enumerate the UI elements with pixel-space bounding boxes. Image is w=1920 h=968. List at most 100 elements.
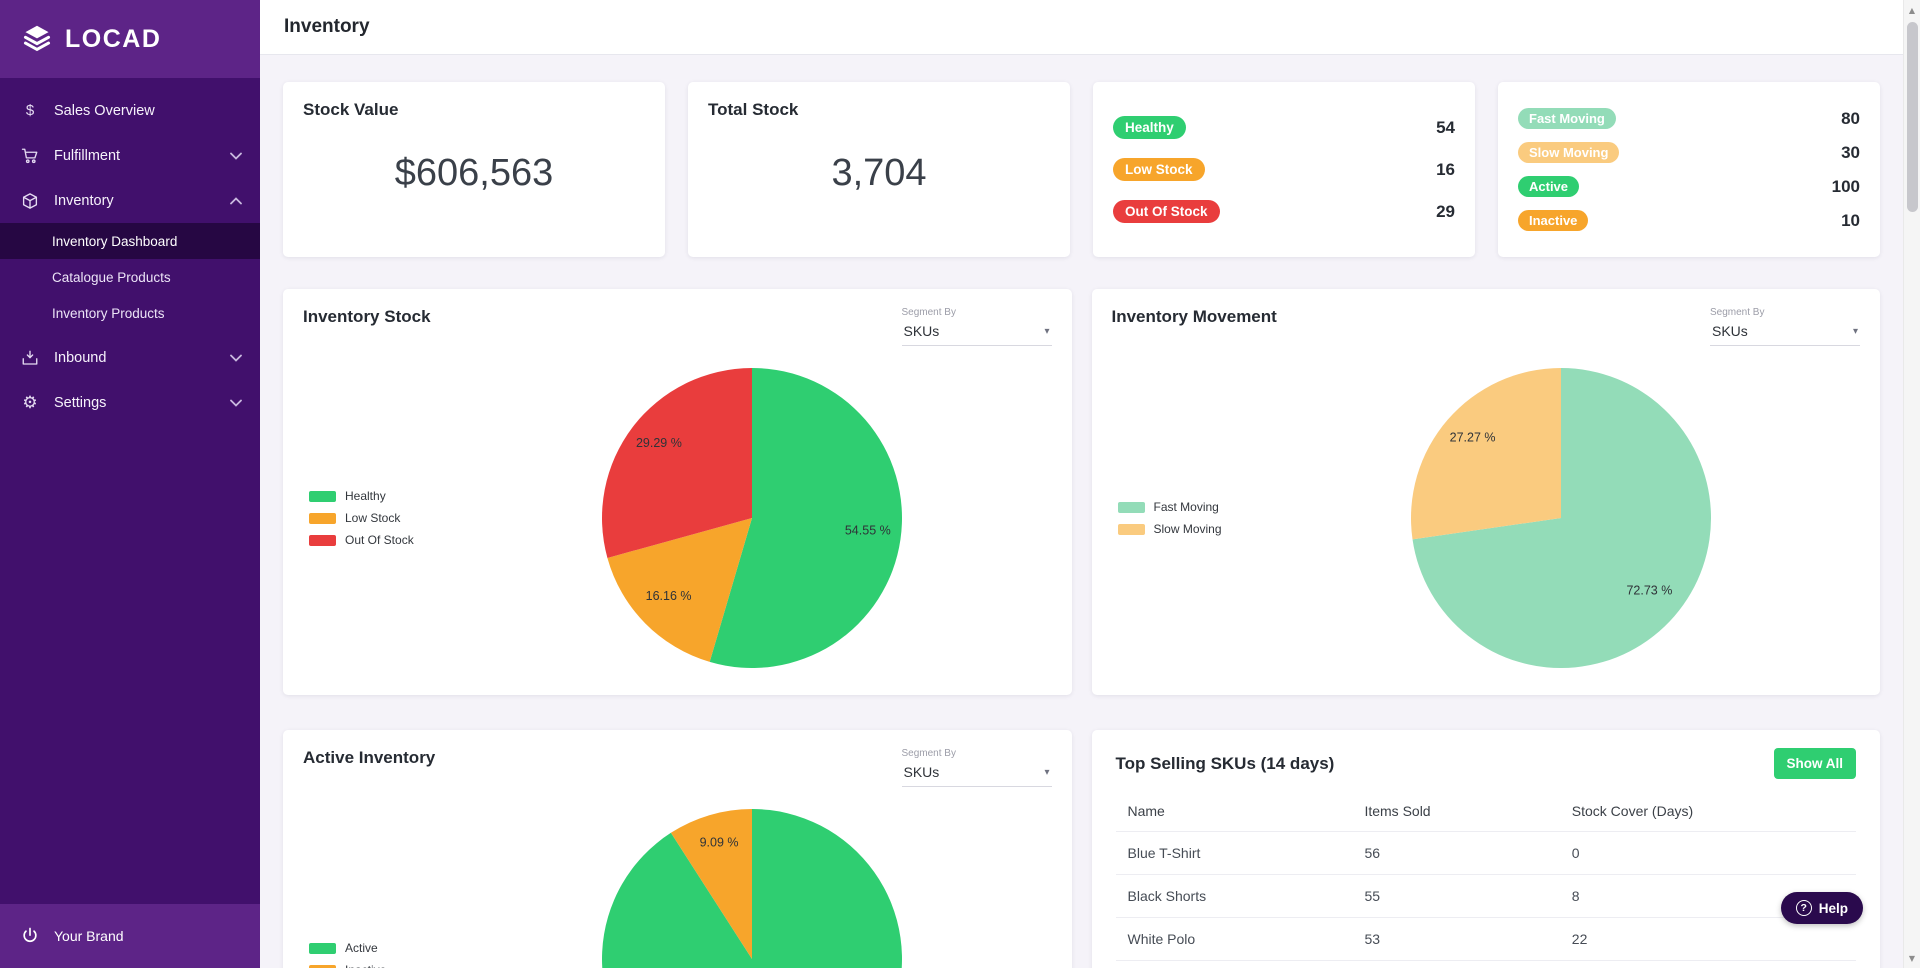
logo[interactable]: LOCAD bbox=[0, 0, 260, 78]
svg-text:29.29 %: 29.29 % bbox=[636, 436, 682, 450]
card-title: Stock Value bbox=[303, 100, 399, 119]
inventory-stock-pie-chart: 54.55 % 16.16 % 29.29 % bbox=[602, 368, 903, 668]
sku-stock-cover: 0 bbox=[1559, 831, 1856, 875]
column-header-stock-cover: Stock Cover (Days) bbox=[1559, 791, 1856, 832]
power-icon bbox=[20, 926, 40, 946]
sidebar-item-inbound[interactable]: Inbound bbox=[0, 335, 260, 380]
gear-icon: ⚙ bbox=[22, 392, 38, 413]
card-title: Total Stock bbox=[708, 100, 799, 119]
status-row: Slow Moving 30 bbox=[1518, 136, 1860, 170]
status-badge: Out Of Stock bbox=[1113, 200, 1220, 223]
help-button[interactable]: ? Help bbox=[1780, 892, 1863, 924]
chevron-down-icon bbox=[230, 152, 242, 160]
sku-items-sold: 53 bbox=[1352, 917, 1560, 961]
sidebar-item-catalogue-products[interactable]: Catalogue Products bbox=[52, 269, 171, 285]
sidebar-item-sales-overview[interactable]: $ Sales Overview bbox=[0, 88, 260, 133]
chevron-down-icon: ▾ bbox=[1044, 325, 1050, 337]
status-row: Healthy 54 bbox=[1113, 107, 1455, 149]
active-inventory-pie-chart: 90.91 %9.09 % bbox=[602, 809, 903, 968]
chevron-down-icon bbox=[230, 354, 242, 362]
segment-by-select[interactable]: Segment By SKUs ▾ bbox=[901, 307, 1052, 346]
status-value: 100 bbox=[1831, 176, 1860, 196]
legend-swatch bbox=[309, 534, 336, 546]
sidebar-item-inventory[interactable]: Inventory bbox=[0, 178, 260, 223]
legend-swatch bbox=[309, 490, 336, 502]
status-badge: Fast Moving bbox=[1518, 108, 1616, 129]
card-title: Inventory Movement bbox=[1111, 307, 1277, 326]
help-label: Help bbox=[1818, 900, 1848, 916]
scroll-up-arrow-icon[interactable]: ▲ bbox=[1908, 5, 1916, 15]
top-selling-table: Name Items Sold Stock Cover (Days) Blue … bbox=[1115, 791, 1856, 961]
column-header-items-sold: Items Sold bbox=[1352, 791, 1560, 832]
vertical-scrollbar[interactable]: ▲ ▼ bbox=[1903, 0, 1920, 968]
stock-value-amount: $606,563 bbox=[394, 152, 554, 194]
legend-swatch bbox=[309, 942, 336, 954]
content: Stock Value $606,563 Total Stock 3,704 H… bbox=[260, 55, 1920, 968]
stock-status-card: Healthy 54 Low Stock 16 Out Of Stock 29 bbox=[1093, 82, 1475, 257]
top-selling-skus-card: Top Selling SKUs (14 days) Show All Name… bbox=[1091, 730, 1880, 968]
sidebar-item-label: Settings bbox=[54, 394, 107, 411]
question-icon: ? bbox=[1795, 900, 1812, 916]
sidebar-item-label: Fulfillment bbox=[54, 147, 121, 164]
chart-legend: Active Inactive bbox=[303, 941, 453, 968]
status-row: Fast Moving 80 bbox=[1518, 102, 1860, 136]
table-row[interactable]: Blue T-Shirt 56 0 bbox=[1115, 831, 1856, 875]
legend-swatch bbox=[1117, 523, 1145, 535]
total-stock-card: Total Stock 3,704 bbox=[688, 82, 1070, 257]
charts-row: Inventory Stock Segment By SKUs ▾ bbox=[283, 289, 1880, 695]
sidebar: LOCAD $ Sales Overview Fulfillment bbox=[0, 0, 260, 968]
status-value: 54 bbox=[1436, 117, 1455, 137]
show-all-button[interactable]: Show All bbox=[1773, 748, 1856, 779]
sidebar-item-label: Sales Overview bbox=[54, 102, 155, 119]
cart-icon bbox=[20, 147, 40, 165]
segment-by-select[interactable]: Segment By SKUs ▾ bbox=[1710, 307, 1860, 346]
page-header: Inventory bbox=[260, 0, 1920, 55]
status-row: Active 100 bbox=[1518, 170, 1860, 204]
segment-by-label: Segment By bbox=[1710, 307, 1765, 318]
status-value: 30 bbox=[1841, 142, 1860, 162]
status-badge: Inactive bbox=[1518, 210, 1589, 231]
bottom-row: Active Inventory Segment By SKUs ▾ bbox=[283, 730, 1880, 968]
legend-item: Active bbox=[309, 941, 453, 955]
column-header-name: Name bbox=[1115, 791, 1353, 832]
status-value: 29 bbox=[1436, 201, 1455, 221]
legend-swatch bbox=[309, 964, 336, 968]
table-row[interactable]: Black Shorts 55 8 bbox=[1115, 874, 1856, 918]
sku-stock-cover: 22 bbox=[1559, 917, 1856, 961]
locad-logo-icon bbox=[22, 24, 52, 54]
sidebar-item-inventory-dashboard[interactable]: Inventory Dashboard bbox=[0, 223, 260, 259]
svg-text:27.27 %: 27.27 % bbox=[1449, 430, 1495, 444]
legend-item: Out Of Stock bbox=[309, 533, 453, 547]
sidebar-item-fulfillment[interactable]: Fulfillment bbox=[0, 133, 260, 178]
sidebar-footer-brand[interactable]: Your Brand bbox=[0, 904, 260, 968]
active-inventory-card: Active Inventory Segment By SKUs ▾ bbox=[283, 730, 1072, 968]
status-badge: Slow Moving bbox=[1518, 142, 1620, 163]
sidebar-item-label: Inventory bbox=[54, 192, 114, 209]
status-badge: Healthy bbox=[1113, 116, 1186, 139]
table-row[interactable]: White Polo 53 22 bbox=[1115, 917, 1856, 961]
segment-by-select[interactable]: Segment By SKUs ▾ bbox=[901, 748, 1052, 787]
status-badge: Active bbox=[1518, 176, 1580, 197]
scroll-down-arrow-icon[interactable]: ▼ bbox=[1908, 953, 1916, 963]
page-title: Inventory bbox=[284, 16, 370, 37]
legend-item: Fast Moving bbox=[1117, 500, 1262, 514]
status-value: 80 bbox=[1841, 108, 1860, 128]
legend-item: Healthy bbox=[309, 489, 453, 503]
svg-text:9.09 %: 9.09 % bbox=[700, 836, 739, 850]
sidebar-item-inventory-products[interactable]: Inventory Products bbox=[52, 305, 165, 321]
status-row: Low Stock 16 bbox=[1113, 149, 1455, 191]
segment-by-value: SKUs bbox=[903, 764, 940, 780]
chart-legend: Fast Moving Slow Moving bbox=[1112, 500, 1262, 536]
sku-items-sold: 55 bbox=[1352, 874, 1560, 918]
sku-name: Blue T-Shirt bbox=[1115, 831, 1353, 875]
total-stock-amount: 3,704 bbox=[831, 152, 927, 194]
inventory-movement-pie-chart: 72.73 % 27.27 % bbox=[1410, 368, 1711, 668]
main-area: Inventory Stock Value $606,563 Total Sto… bbox=[260, 0, 1920, 968]
svg-text:54.55 %: 54.55 % bbox=[845, 524, 891, 538]
legend-item: Slow Moving bbox=[1117, 522, 1262, 536]
status-row: Inactive 10 bbox=[1518, 204, 1860, 238]
segment-by-value: SKUs bbox=[903, 323, 940, 339]
scrollbar-thumb[interactable] bbox=[1907, 22, 1918, 212]
sidebar-item-settings[interactable]: ⚙ Settings bbox=[0, 380, 260, 425]
card-title: Inventory Stock bbox=[303, 307, 431, 326]
